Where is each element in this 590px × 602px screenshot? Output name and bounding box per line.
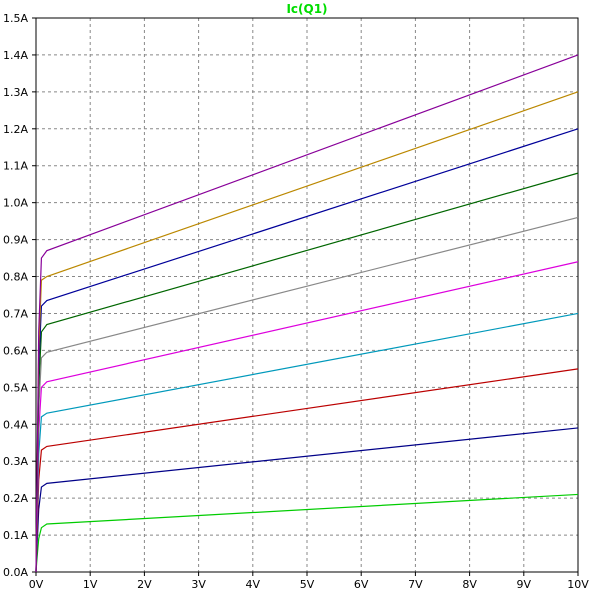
x-tick-label: 1V — [83, 578, 98, 591]
series-group — [35, 54, 579, 573]
y-tick-label: 0.6A — [3, 344, 28, 357]
y-axis: 0.0A 0.1A 0.2A 0.3A 0.4A 0.5A 0.6A 0.7A 0.8A 0.9A… — [3, 12, 36, 579]
x-tick-label: 4V — [246, 578, 261, 591]
x-tick-label: 3V — [191, 578, 206, 591]
y-tick-label: 0.7A — [3, 307, 28, 320]
y-tick-label: 0.3A — [3, 455, 28, 468]
y-tick-label: 1.3A — [3, 86, 28, 99]
x-axis: 0V 1V 2V 3V 4V 5V 6V 7V 8V 9V 10V — [29, 572, 589, 591]
y-tick-label: 1.1A — [3, 160, 28, 173]
x-tick-label: 2V — [137, 578, 152, 591]
chart-title: Ic(Q1) — [286, 2, 327, 16]
y-tick-label: 0.9A — [3, 234, 28, 247]
y-tick-label: 0.1A — [3, 529, 28, 542]
x-tick-label: 9V — [517, 578, 532, 591]
y-tick-label: 1.4A — [3, 49, 28, 62]
y-tick-label: 1.2A — [3, 123, 28, 136]
x-tick-label: 8V — [462, 578, 477, 591]
grid-lines — [36, 18, 578, 572]
y-tick-label: 0.2A — [3, 492, 28, 505]
x-tick-label: 5V — [300, 578, 315, 591]
series-line-10 — [35, 54, 579, 573]
x-tick-label: 6V — [354, 578, 369, 591]
y-tick-label: 1.5A — [3, 12, 28, 25]
x-tick-label: 0V — [29, 578, 44, 591]
y-tick-label: 0.5A — [3, 381, 28, 394]
y-tick-label: 0.8A — [3, 271, 28, 284]
x-tick-label: 10V — [567, 578, 589, 591]
y-tick-label: 0.0A — [3, 566, 28, 579]
series-line-4 — [35, 312, 579, 573]
y-tick-label: 0.4A — [3, 418, 28, 431]
x-tick-label: 7V — [408, 578, 423, 591]
y-tick-label: 1.0A — [3, 197, 28, 210]
